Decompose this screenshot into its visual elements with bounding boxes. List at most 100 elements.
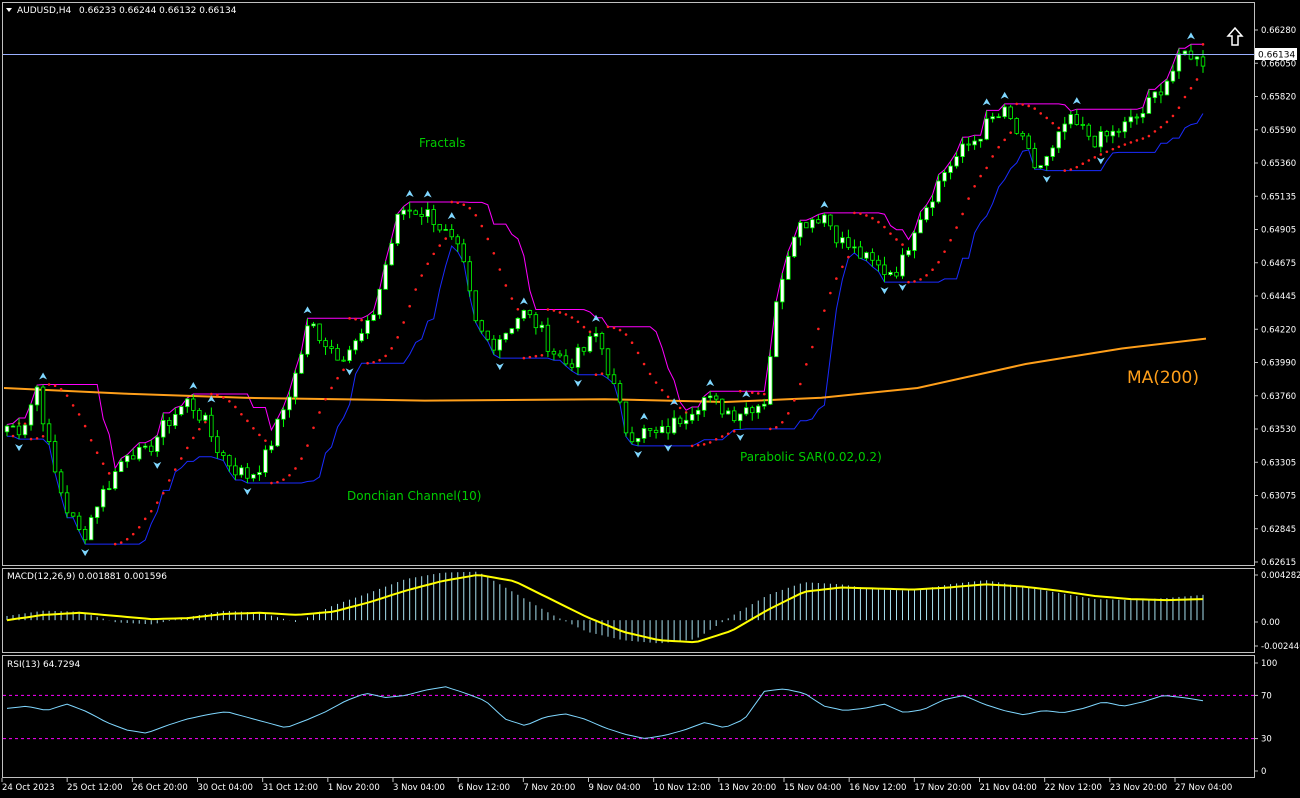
price-tick-label: 0.66050 bbox=[1261, 59, 1296, 69]
sar-dot bbox=[546, 308, 550, 311]
candle-body bbox=[942, 172, 947, 182]
sar-dot bbox=[366, 361, 369, 365]
candle-body bbox=[137, 446, 142, 460]
macd-signal-line bbox=[6, 574, 1204, 644]
sar-dot bbox=[943, 250, 946, 253]
sar-dot bbox=[402, 321, 405, 324]
candle-body bbox=[311, 323, 316, 327]
fractal-up-arrow bbox=[303, 306, 312, 314]
sar-dot bbox=[1177, 106, 1181, 110]
price-tick-label: 0.63760 bbox=[1261, 392, 1296, 402]
candle-body bbox=[587, 336, 593, 352]
sar-dot bbox=[774, 426, 778, 429]
candle-body bbox=[287, 396, 292, 411]
sar-dot bbox=[787, 412, 790, 415]
candle-body bbox=[990, 116, 995, 120]
candle-body bbox=[257, 472, 262, 476]
candle-body bbox=[497, 339, 503, 351]
fractal-down-arrow bbox=[736, 433, 745, 441]
candle-body bbox=[924, 207, 929, 221]
candle-body bbox=[593, 332, 599, 337]
candle-body bbox=[10, 425, 16, 428]
sar-dot bbox=[714, 438, 718, 441]
candle-body bbox=[1188, 50, 1194, 60]
time-tick-label: 31 Oct 12:00 bbox=[263, 783, 318, 793]
candle-body bbox=[179, 406, 184, 415]
candle-body bbox=[251, 474, 256, 479]
sar-dot bbox=[600, 372, 604, 376]
price-tick-label: 0.65135 bbox=[1261, 192, 1296, 202]
time-tick-label: 13 Nov 20:00 bbox=[719, 783, 776, 793]
macd-tick-label: 0.00 bbox=[1261, 618, 1280, 628]
sar-dot bbox=[823, 309, 826, 312]
candle-body bbox=[269, 445, 274, 451]
sar-dot bbox=[883, 225, 886, 229]
candle-body bbox=[707, 395, 713, 399]
candle-body bbox=[1158, 91, 1164, 96]
candle-body bbox=[641, 428, 647, 439]
rsi-layer bbox=[3, 686, 1254, 740]
sar-dot bbox=[125, 537, 129, 541]
candle-body bbox=[125, 455, 130, 463]
ma200-line bbox=[3, 337, 1207, 404]
time-tick-label: 26 Oct 20:00 bbox=[132, 783, 187, 793]
candle-body bbox=[1026, 135, 1031, 149]
candle-body bbox=[1062, 123, 1067, 133]
sar-dot bbox=[1153, 130, 1157, 133]
candle-body bbox=[726, 410, 731, 415]
sar-dot bbox=[1093, 156, 1097, 159]
candle-body bbox=[816, 219, 821, 224]
time-tick-label: 22 Nov 12:00 bbox=[1045, 783, 1102, 793]
candle-body bbox=[377, 288, 382, 316]
sar-dot bbox=[53, 384, 57, 388]
candle-body bbox=[780, 278, 785, 303]
time-tick-label: 24 Oct 2023 bbox=[2, 783, 55, 793]
candle-body bbox=[401, 209, 406, 215]
sar-dot bbox=[961, 212, 964, 216]
candle-body bbox=[1008, 106, 1013, 119]
sar-dot bbox=[378, 358, 381, 362]
sar-dot bbox=[624, 333, 628, 336]
sar-dot bbox=[1009, 131, 1012, 134]
sar-dot bbox=[1051, 121, 1055, 125]
time-tick-label: 17 Nov 20:00 bbox=[914, 783, 971, 793]
candle-body bbox=[293, 372, 298, 398]
sar-dot bbox=[204, 420, 207, 424]
candle-body bbox=[1092, 135, 1098, 148]
time-tick-label: 1 Nov 20:00 bbox=[328, 783, 380, 793]
candle-body bbox=[437, 224, 442, 231]
sar-dot bbox=[1069, 168, 1073, 171]
candle-body bbox=[1074, 114, 1079, 125]
sar-dot bbox=[708, 441, 712, 444]
candle-body bbox=[473, 290, 478, 322]
sar-dot bbox=[582, 325, 586, 329]
sar-dot bbox=[240, 412, 243, 416]
sar-dot bbox=[799, 382, 802, 386]
sar-annotation: Parabolic SAR(0.02,0.2) bbox=[740, 450, 882, 464]
sar-dot bbox=[306, 444, 309, 447]
sar-dot bbox=[342, 368, 345, 372]
candle-body bbox=[161, 420, 166, 438]
candle-body bbox=[76, 515, 82, 530]
fractal-up-arrow bbox=[1072, 97, 1081, 105]
sar-dot bbox=[702, 443, 706, 446]
candle-body bbox=[215, 436, 220, 454]
sar-dot bbox=[1189, 86, 1193, 90]
candle-body bbox=[996, 116, 1001, 119]
fractal-up-arrow bbox=[670, 398, 679, 406]
candle-body bbox=[852, 246, 857, 249]
sar-dot bbox=[390, 347, 393, 350]
sar-dot bbox=[817, 327, 820, 331]
candle-body bbox=[94, 506, 100, 518]
sar-dot bbox=[552, 309, 556, 312]
candle-body bbox=[185, 398, 190, 408]
candle-body bbox=[407, 209, 412, 212]
price-tick-label: 0.63075 bbox=[1261, 492, 1296, 502]
sar-dot bbox=[149, 509, 153, 513]
candle-body bbox=[629, 432, 635, 443]
candle-body bbox=[834, 225, 839, 244]
symbol-menu-triangle-icon[interactable] bbox=[6, 8, 12, 12]
candle-body bbox=[275, 418, 280, 447]
sar-dot bbox=[660, 388, 664, 392]
